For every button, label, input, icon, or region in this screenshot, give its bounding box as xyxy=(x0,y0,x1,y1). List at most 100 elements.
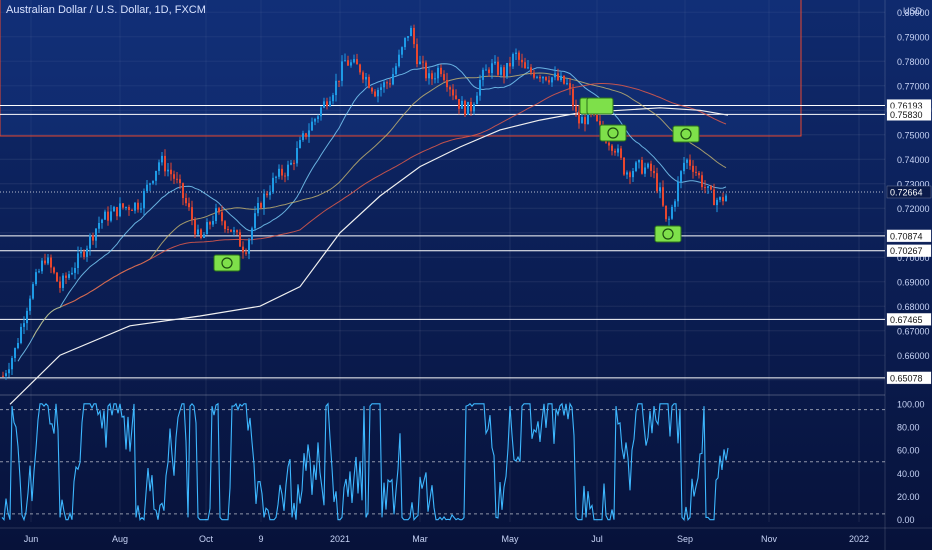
candle-body xyxy=(353,59,355,63)
candle-body xyxy=(692,165,694,172)
candle-body xyxy=(341,61,343,81)
candle-body xyxy=(251,228,253,240)
candle-body xyxy=(95,228,97,241)
candle-body xyxy=(506,62,508,77)
money-icon xyxy=(654,225,682,243)
candle-body xyxy=(2,375,4,377)
candle-body xyxy=(182,183,184,199)
candle-body xyxy=(623,157,625,175)
candle-body xyxy=(413,27,415,45)
candle-body xyxy=(455,95,457,100)
supply-zone xyxy=(0,0,802,137)
candle-body xyxy=(563,75,565,84)
candle-body xyxy=(299,140,301,149)
candle-body xyxy=(539,76,541,79)
candle-body xyxy=(296,148,298,164)
candle-body xyxy=(512,53,514,67)
candle-body xyxy=(350,62,352,66)
candle-body xyxy=(389,83,391,85)
candle-body xyxy=(452,89,454,96)
money-icon xyxy=(599,124,627,142)
candle-body xyxy=(629,172,631,178)
candle-body xyxy=(53,267,55,273)
candle-body xyxy=(317,116,319,119)
candle-body xyxy=(32,284,34,299)
candle-body xyxy=(671,206,673,219)
candle-body xyxy=(428,73,430,79)
candle-body xyxy=(500,67,502,75)
candle-body xyxy=(344,60,346,62)
candle-body xyxy=(578,111,580,124)
candle-body xyxy=(401,47,403,55)
candle-body xyxy=(233,230,235,232)
candle-body xyxy=(56,272,58,282)
candle-body xyxy=(101,219,103,223)
candle-body xyxy=(548,80,550,83)
candle-body xyxy=(713,189,715,206)
candle-body xyxy=(425,62,427,79)
ma-200-line xyxy=(9,107,729,405)
candle-body xyxy=(83,251,85,257)
candle-body xyxy=(632,170,634,178)
candle-body xyxy=(185,198,187,204)
candle-body xyxy=(656,173,658,192)
candle-body xyxy=(5,373,7,376)
candle-body xyxy=(203,234,205,238)
candle-body xyxy=(488,69,490,74)
money-icon-coin xyxy=(680,128,692,140)
candle-body xyxy=(482,69,484,80)
candle-body xyxy=(314,118,316,122)
candle-body xyxy=(122,203,124,208)
candle-body xyxy=(218,208,220,213)
candle-body xyxy=(359,64,361,73)
candle-body xyxy=(302,133,304,141)
candle-body xyxy=(227,229,229,231)
candle-body xyxy=(155,170,157,181)
candle-body xyxy=(86,248,88,257)
time-tick-label: Jun xyxy=(24,534,39,544)
candle-body xyxy=(47,257,49,264)
osc-tick-label: 40.00 xyxy=(897,469,920,479)
candle-body xyxy=(398,54,400,67)
currency-label: USD xyxy=(902,6,922,16)
candle-body xyxy=(434,78,436,80)
level-label: 0.65078 xyxy=(890,373,923,383)
price-tick-label: 0.79000 xyxy=(897,32,930,42)
candle-body xyxy=(569,83,571,89)
candle-body xyxy=(131,210,133,212)
candle-body xyxy=(653,170,655,174)
candle-body xyxy=(467,101,469,115)
candle-body xyxy=(473,104,475,112)
price-tick-label: 0.78000 xyxy=(897,57,930,67)
level-tag xyxy=(886,108,932,121)
candle-body xyxy=(641,159,643,174)
candle-body xyxy=(125,206,127,208)
candle-body xyxy=(26,310,28,324)
candle-body xyxy=(542,76,544,79)
candle-body xyxy=(683,162,685,172)
time-tick-label: Nov xyxy=(761,534,778,544)
chart-title: Australian Dollar / U.S. Dollar, 1D, FXC… xyxy=(6,4,206,16)
candle-body xyxy=(329,101,331,107)
candle-body xyxy=(659,187,661,192)
price-tick-label: 0.73000 xyxy=(897,179,930,189)
candle-body xyxy=(110,211,112,221)
candle-body xyxy=(383,82,385,88)
candle-body xyxy=(596,114,598,122)
candle-body xyxy=(323,101,325,108)
candle-body xyxy=(704,187,706,189)
candle-body xyxy=(197,229,199,235)
current-price-label: 0.72664 xyxy=(890,187,923,197)
supply-zone-rect xyxy=(0,0,802,137)
candle-body xyxy=(347,60,349,66)
candle-body xyxy=(11,358,13,370)
candle-body xyxy=(293,162,295,164)
time-tick-label: Jul xyxy=(591,534,603,544)
candle-body xyxy=(509,62,511,67)
current-price-tag xyxy=(886,185,932,199)
candle-body xyxy=(161,155,163,163)
price-tick-label: 0.67000 xyxy=(897,326,930,336)
candle-body xyxy=(722,197,724,202)
